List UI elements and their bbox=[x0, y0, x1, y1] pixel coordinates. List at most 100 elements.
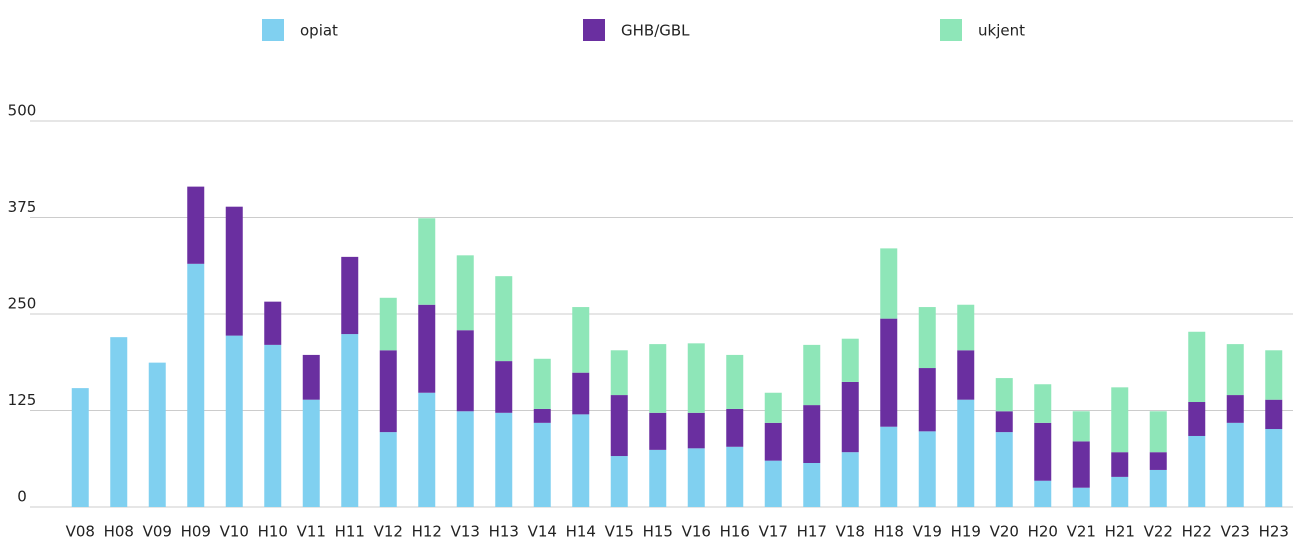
x-tick-label: V15 bbox=[605, 523, 634, 541]
x-tick-label: V21 bbox=[1067, 523, 1096, 541]
x-tick-label: V23 bbox=[1221, 523, 1250, 541]
bar-segment bbox=[764, 460, 782, 507]
bar-segment bbox=[495, 276, 513, 362]
bar-segment bbox=[1188, 331, 1206, 403]
x-tick-label: V11 bbox=[297, 523, 326, 541]
bar-segment bbox=[1226, 344, 1244, 396]
bar-segment bbox=[995, 432, 1013, 507]
bar-segment bbox=[71, 388, 89, 507]
x-tick-label: H21 bbox=[1105, 523, 1135, 541]
bar-segment bbox=[379, 350, 397, 433]
x-tick-label: H17 bbox=[797, 523, 827, 541]
bar-segment bbox=[1072, 487, 1090, 507]
x-tick-label: H08 bbox=[104, 523, 134, 541]
x-tick-label: H22 bbox=[1182, 523, 1212, 541]
bar-segment bbox=[880, 426, 898, 507]
legend-label: GHB/GBL bbox=[621, 22, 690, 40]
x-tick-label: H23 bbox=[1259, 523, 1289, 541]
x-tick-label: H15 bbox=[643, 523, 673, 541]
bar-segment bbox=[1149, 411, 1167, 453]
bar-segment bbox=[456, 330, 474, 412]
bar-segment bbox=[572, 372, 590, 415]
bar-segment bbox=[110, 337, 128, 507]
bar-segment bbox=[418, 392, 436, 507]
bar-segment bbox=[225, 335, 243, 507]
bar-segment bbox=[610, 350, 628, 396]
y-tick-label: 250 bbox=[8, 295, 37, 313]
bar-segment bbox=[572, 414, 590, 507]
x-tick-label: V16 bbox=[682, 523, 711, 541]
bar-segment bbox=[1149, 469, 1167, 507]
bar-segment bbox=[649, 449, 667, 507]
bar-segment bbox=[957, 350, 975, 400]
bar-segment bbox=[1111, 387, 1129, 453]
bar-segment bbox=[533, 408, 551, 423]
bar-segment bbox=[1111, 452, 1129, 477]
bar-segment bbox=[803, 344, 821, 406]
bar-segment bbox=[1034, 480, 1052, 507]
bar-segment bbox=[880, 318, 898, 427]
bar-segment bbox=[1111, 476, 1129, 507]
bar-segment bbox=[995, 378, 1013, 412]
bar-segment bbox=[1034, 384, 1052, 423]
x-tick-label: H16 bbox=[720, 523, 750, 541]
bar-segment bbox=[225, 206, 243, 336]
x-tick-label: V18 bbox=[836, 523, 865, 541]
bar-segment bbox=[649, 344, 667, 413]
bar-segment bbox=[187, 186, 205, 264]
x-tick-label: V19 bbox=[913, 523, 942, 541]
x-tick-label: H14 bbox=[566, 523, 596, 541]
bar-segment bbox=[533, 358, 551, 409]
x-tick-label: H13 bbox=[489, 523, 519, 541]
x-tick-label: H10 bbox=[258, 523, 288, 541]
x-tick-label: V14 bbox=[528, 523, 557, 541]
x-tick-label: V13 bbox=[451, 523, 480, 541]
y-tick-label: 0 bbox=[17, 488, 27, 506]
bar-segment bbox=[803, 405, 821, 463]
x-tick-label: V08 bbox=[66, 523, 95, 541]
x-tick-label: V20 bbox=[990, 523, 1019, 541]
legend-swatch bbox=[262, 19, 284, 41]
x-tick-label: H11 bbox=[335, 523, 365, 541]
bar-segment bbox=[610, 456, 628, 507]
bar-segment bbox=[341, 256, 359, 335]
bar-segment bbox=[379, 432, 397, 507]
x-tick-label: H09 bbox=[181, 523, 211, 541]
bar-segment bbox=[1226, 395, 1244, 423]
bar-segment bbox=[1226, 422, 1244, 507]
x-tick-label: H20 bbox=[1028, 523, 1058, 541]
x-tick-label: V10 bbox=[220, 523, 249, 541]
bar-segment bbox=[264, 344, 282, 507]
bar-segment bbox=[918, 307, 936, 369]
bar-segment bbox=[918, 431, 936, 507]
bar-segment bbox=[726, 354, 744, 409]
bar-segment bbox=[187, 263, 205, 507]
bar-segment bbox=[687, 343, 705, 413]
bar-segment bbox=[1188, 402, 1206, 436]
bar-segment bbox=[957, 304, 975, 351]
bar-segment bbox=[418, 304, 436, 393]
bar-segment bbox=[726, 446, 744, 507]
bar-segment bbox=[1265, 429, 1283, 507]
bar-segment bbox=[995, 411, 1013, 433]
bar-segment bbox=[456, 411, 474, 507]
legend-label: ukjent bbox=[978, 22, 1025, 40]
y-tick-label: 375 bbox=[8, 198, 37, 216]
bar-segment bbox=[533, 422, 551, 507]
legend-swatch bbox=[583, 19, 605, 41]
bar-segment bbox=[764, 422, 782, 461]
bar-segment bbox=[1072, 411, 1090, 442]
legend-swatch bbox=[940, 19, 962, 41]
bar-segment bbox=[379, 297, 397, 351]
x-tick-label: H19 bbox=[951, 523, 981, 541]
bar-segment bbox=[1265, 350, 1283, 400]
bar-segment bbox=[495, 412, 513, 507]
bar-segment bbox=[302, 354, 320, 400]
x-tick-label: V22 bbox=[1144, 523, 1173, 541]
x-tick-label: V09 bbox=[143, 523, 172, 541]
x-tick-label: V12 bbox=[374, 523, 403, 541]
bar-segment bbox=[495, 361, 513, 413]
bar-segment bbox=[264, 301, 282, 345]
bar-segment bbox=[687, 412, 705, 449]
